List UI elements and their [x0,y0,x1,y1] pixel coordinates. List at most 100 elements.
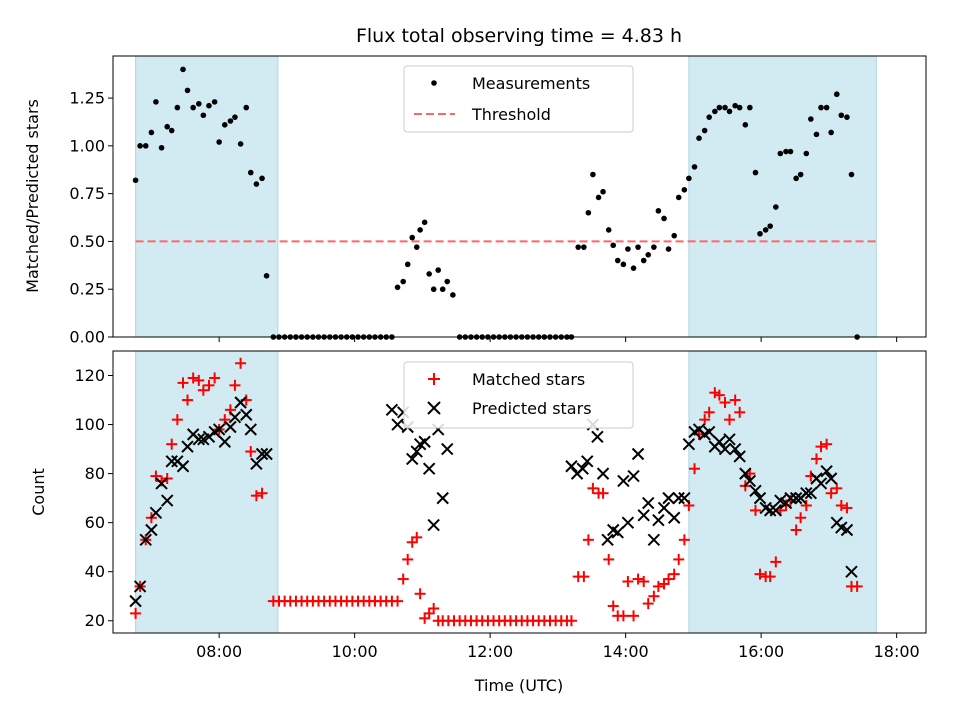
top-x-ticks [218,337,898,342]
measurement-point [671,232,677,239]
predicted-star-point [784,491,797,505]
predicted-star-point [576,462,589,475]
matched-star-point [795,512,807,524]
matched-star-point [668,568,680,580]
predicted-star-point [631,447,645,461]
predicted-star-point [749,484,762,497]
y-tick-label: 40 [85,562,105,581]
matched-star-point [719,396,731,408]
predicted-star-point [176,460,190,473]
predicted-star-point [769,504,783,517]
predicted-star-point [824,472,838,485]
measurement-point [196,100,202,107]
measurement-point [661,215,667,222]
shaded-interval-1 [135,55,279,338]
measurement-point [237,141,244,147]
matched-star-point [245,446,257,458]
measurement-point [635,244,641,250]
top-y-axis-label: Matched/Predicted stars [23,99,42,293]
measurement-point [630,265,637,271]
measurement-point [259,175,265,182]
matched-star-point [256,487,268,499]
measurement-point [439,286,446,293]
legend-measurements-marker [431,80,437,86]
measurement-point [400,278,406,285]
predicted-star-point [642,496,655,510]
measurement-point [716,104,723,111]
matched-star-point [235,357,247,369]
legend-matched-marker [428,373,440,385]
predicted-star-point [611,526,624,539]
matched-star-point [835,499,847,511]
top-y-ticks: 0.00 0.25 0.50 0.75 1.00 1.25 [69,89,113,347]
predicted-star-point [581,455,594,468]
chart-title: Flux total observing time = 4.83 h [356,25,682,47]
predicted-star-point [662,491,675,505]
predicted-star-point [234,396,247,409]
measurement-point [823,104,830,111]
predicted-star-point [218,435,231,448]
x-tick-label: 14:00 [603,642,649,661]
top-legend-box [403,65,634,133]
measurement-point [221,122,228,128]
matched-star-point [187,372,199,384]
predicted-star-point [743,474,757,488]
predicted-star-point [255,447,269,461]
measurement-point [585,209,592,216]
matched-star-point [632,573,644,585]
matched-star-point [250,490,262,502]
measurement-point [216,139,222,145]
x-tick-label: 08:00 [196,642,242,661]
predicted-star-point [160,494,174,507]
matched-star-point [678,534,690,546]
predicted-star-point [800,487,813,500]
measurement-point [696,135,702,141]
measurement-point [211,99,218,105]
predicted-star-point [422,462,436,475]
matched-star-point [642,598,654,610]
predicted-star-point [672,491,685,505]
matched-star-point [578,571,590,583]
predicted-star-point [702,425,716,439]
predicted-star-point [145,523,158,537]
matched-star-point [193,374,205,386]
measurement-point [575,244,582,250]
predicted-star-point [682,437,696,451]
measurement-point [444,278,451,285]
predicted-star-point [385,403,399,417]
measurement-point [797,171,804,178]
predicted-star-point [739,467,752,480]
predicted-star-point [250,457,263,471]
measurement-point [732,102,738,109]
predicted-star-point [181,440,194,453]
predicted-star-point [427,518,440,532]
x-tick-label: 18:00 [874,642,920,661]
matched-star-point [673,553,685,565]
predicted-star-point [410,445,423,458]
matched-star-point [800,499,812,511]
y-tick-label: 80 [85,464,105,483]
measurement-point [655,208,662,214]
predicted-star-point [228,411,242,424]
matched-star-point [724,414,736,426]
x-tick-label: 10:00 [332,642,378,661]
legend-predicted-marker [427,401,441,415]
measurement-point [180,66,186,73]
measurement-point [767,223,773,229]
measurement-point [773,204,779,210]
x-axis-label: Time (UTC) [474,676,563,695]
matched-star-point [689,463,701,475]
predicted-star-point [789,491,803,505]
bottom-legend-box [403,361,634,429]
measurement-point [394,284,401,291]
measurement-point [158,144,165,151]
matched-star-point [699,414,711,426]
measurement-point [706,114,712,120]
matched-star-point [749,504,761,516]
matched-star-point [713,389,725,401]
measurement-point [681,187,688,193]
bottom-plot-frame [112,350,927,634]
matched-star-point [603,553,615,565]
predicted-star-point [139,533,152,547]
measurement-point [417,227,423,233]
